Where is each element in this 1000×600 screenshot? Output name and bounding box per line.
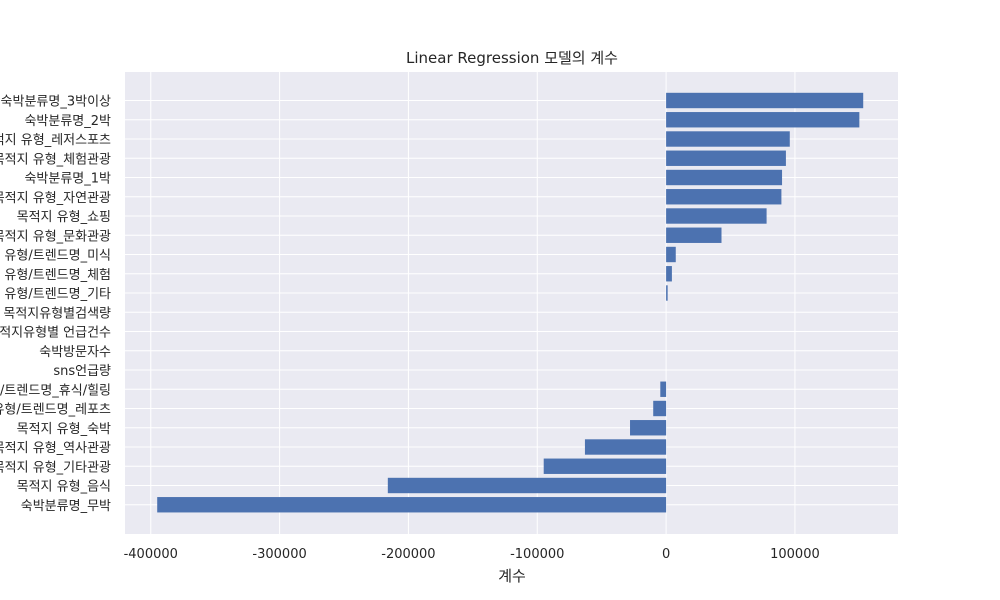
bar [666,246,676,263]
y-tick-label: 숙박방문자수 [39,345,111,360]
y-tick-label: 목적지유형별검색량 [3,306,111,321]
y-tick-label: 목적지 유형_기타관광 [0,460,111,475]
bar [666,112,860,128]
bar [666,189,782,205]
y-tick-label: 목적지 유형_문화관광 [0,229,111,244]
y-tick-label: 목적지 유형/트렌드명_체험 [0,268,111,283]
y-tick-label: 목적지 유형_쇼핑 [17,210,111,225]
bar [666,227,722,243]
bars [157,92,864,513]
y-tick-label: 목적지 유형_체험관광 [0,152,111,167]
x-tick-labels: -400000 -300000 -200000 -100000 0 100000 [124,547,820,562]
y-tick-label: sns언급량 [53,364,111,379]
bar [157,497,667,513]
bar [666,92,864,109]
x-tick-label: 100000 [770,547,820,562]
y-tick-label: 목적지 유형/트렌드명_레포츠 [0,403,111,418]
bar [653,400,667,417]
bar [666,131,790,147]
bar [584,439,667,455]
x-tick-label: -300000 [252,547,306,562]
y-tick-label: 목적지유형별 언급건수 [0,326,111,341]
bar [666,285,668,301]
y-tick-label: 숙박분류명_3박이상 [1,95,111,110]
bar [387,477,667,494]
chart-title: Linear Regression 모델의 계수 [406,49,618,67]
x-tick-label: -400000 [124,547,178,562]
bar [666,169,783,186]
y-tick-label: 목적지 유형_자연관광 [0,191,111,206]
y-tick-label: 목적지 유형_역사관광 [0,441,111,456]
bar [666,266,672,282]
y-tick-label: 목적지 유형_음식 [17,480,111,495]
bar [666,150,786,166]
bar [666,208,767,224]
x-axis-label: 계수 [498,567,526,585]
y-tick-label: 숙박분류명_1박 [24,172,111,187]
x-tick-label: -200000 [381,547,435,562]
y-tick-label: 목적지 유형/트렌드명_휴식/힐링 [0,383,111,398]
x-tick-label: -100000 [510,547,564,562]
y-tick-label: 목적지 유형_숙박 [17,422,111,437]
plot-background [125,72,898,534]
y-tick-label: 목적지 유형/트렌드명_미식 [0,249,111,264]
y-tick-label: 숙박분류명_무박 [21,499,111,514]
y-tick-label: 숙박분류명_2박 [24,114,111,129]
bar [543,458,667,474]
y-tick-label: 목적지 유형_레저스포츠 [0,133,111,148]
bar [660,381,667,397]
bar [630,420,667,436]
x-tick-label: 0 [662,547,670,562]
y-tick-label: 목적지 유형/트렌드명_기타 [0,287,111,302]
